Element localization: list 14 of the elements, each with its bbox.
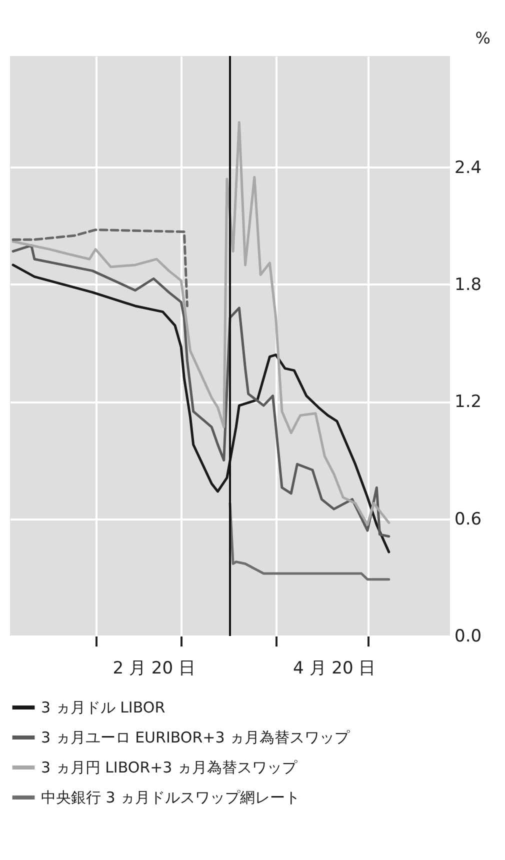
legend-label: 3 ヵ月ユーロ EURIBOR+3 ヵ月為替スワップ [41,728,351,746]
x-tick-label: 2 月 20 日 [112,658,196,678]
y-tick-label: 1.8 [454,274,482,295]
y-tick-label: 0.6 [454,509,482,530]
y-axis-title: % [475,28,490,48]
y-tick-label: 0.0 [454,626,482,646]
legend-label: 中央銀行 3 ヵ月ドルスワップ網レート [41,788,300,806]
legend-label: 3 ヵ月円 LIBOR+3 ヵ月為替スワップ [41,758,298,776]
y-tick-label: 1.2 [454,392,482,412]
legend-label: 3 ヵ月ドル LIBOR [41,698,166,716]
x-tick-label: 4 月 20 日 [293,658,376,678]
y-tick-label: 2.4 [454,158,482,178]
line-series [12,228,188,308]
line-series [228,502,390,581]
